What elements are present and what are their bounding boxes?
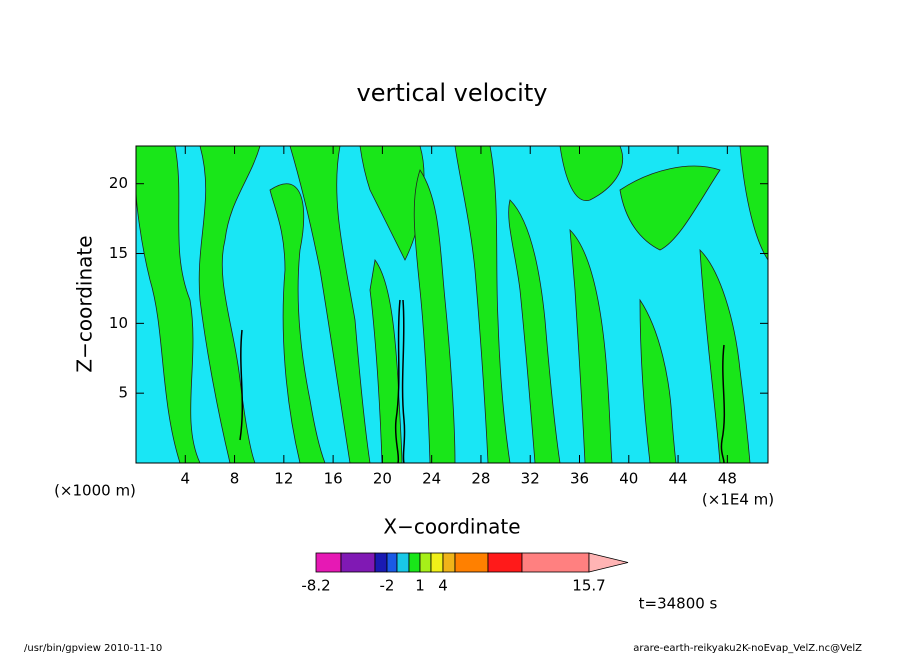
footer-right: arare-earth-reikyaku2K-noEvap_VelZ.nc@Ve… (633, 643, 862, 654)
chart-title: vertical velocity (357, 79, 548, 107)
x-tick-label: 4 (181, 470, 191, 488)
field-strong-contours (239, 299, 726, 464)
colorbar-box (386, 552, 398, 573)
y-axis-label: Z−coordinate (73, 235, 97, 372)
colorbar-box (521, 552, 590, 573)
colorbar-box (419, 552, 432, 573)
colorbar: -8.2 -2 1 4 15.7 (301, 552, 629, 595)
plot-frame (135, 145, 769, 464)
colorbar-label: -2 (380, 577, 395, 595)
x-tick-label: 32 (521, 470, 540, 488)
colorbar-extension (588, 552, 629, 573)
x-unit: (×1000 m) (54, 482, 136, 500)
colorbar-box (487, 552, 523, 573)
x-tick-label: 44 (669, 470, 688, 488)
field-regions (135, 145, 769, 464)
colorbar-label: 4 (438, 577, 448, 595)
colorbar-label: 1 (415, 577, 425, 595)
y-tick-label: 15 (109, 244, 128, 262)
colorbar-box (442, 552, 456, 573)
y-tick-label: 20 (109, 174, 128, 192)
y-tick-label: 5 (118, 384, 128, 402)
x-tick-label: 16 (324, 470, 343, 488)
x-tick-label: 12 (274, 470, 293, 488)
time-label: t=34800 s (639, 595, 718, 613)
colorbar-box (374, 552, 388, 573)
colorbar-label: -8.2 (301, 577, 330, 595)
colorbar-box (454, 552, 489, 573)
colorbar-box (315, 552, 342, 573)
x-tick-label: 28 (471, 470, 490, 488)
contour-field (135, 145, 769, 464)
y-tick-label: 10 (109, 314, 128, 332)
colorbar-label: 15.7 (572, 577, 605, 595)
colorbar-box (430, 552, 444, 573)
colorbar-box (340, 552, 376, 573)
x-tick-label: 20 (373, 470, 392, 488)
x-tick-label: 48 (718, 470, 737, 488)
x-tick-label: 40 (619, 470, 638, 488)
colorbar-box (408, 552, 421, 573)
x-scale-note: (×1E4 m) (702, 491, 774, 509)
colorbar-box (396, 552, 410, 573)
x-tick-label: 36 (570, 470, 589, 488)
x-tick-label: 24 (422, 470, 441, 488)
x-tick-label: 8 (230, 470, 240, 488)
footer-left: /usr/bin/gpview 2010-11-10 (24, 643, 162, 654)
x-axis-label: X−coordinate (383, 515, 520, 539)
